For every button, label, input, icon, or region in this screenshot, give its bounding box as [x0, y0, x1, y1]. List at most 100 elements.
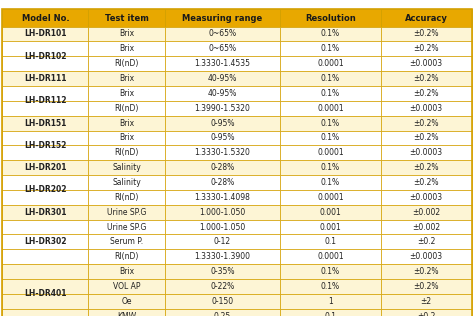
- Bar: [164, 264, 280, 279]
- Text: 40-95%: 40-95%: [208, 74, 237, 83]
- Bar: [280, 190, 381, 205]
- Bar: [2, 205, 88, 220]
- Bar: [2, 131, 88, 145]
- Text: 0~65%: 0~65%: [208, 44, 237, 53]
- Bar: [381, 71, 472, 86]
- Bar: [2, 116, 88, 131]
- Bar: [164, 294, 280, 309]
- Bar: [2, 101, 88, 116]
- Bar: [164, 9, 280, 27]
- Bar: [88, 27, 164, 41]
- Bar: [381, 175, 472, 190]
- Bar: [381, 86, 472, 101]
- Text: 0-22%: 0-22%: [210, 282, 234, 291]
- Bar: [2, 309, 88, 316]
- Text: 0.1%: 0.1%: [321, 89, 340, 98]
- Text: ±0.2%: ±0.2%: [413, 178, 439, 187]
- Text: ±0.2%: ±0.2%: [413, 118, 439, 128]
- Text: 0-12: 0-12: [214, 237, 231, 246]
- Bar: [164, 86, 280, 101]
- Bar: [164, 145, 280, 160]
- Text: ±0.2%: ±0.2%: [413, 282, 439, 291]
- Text: LH-DR112: LH-DR112: [24, 96, 67, 105]
- Bar: [2, 220, 88, 234]
- Text: LH-DR111: LH-DR111: [24, 74, 67, 83]
- Bar: [2, 27, 88, 41]
- Text: 0.1: 0.1: [324, 237, 337, 246]
- Bar: [280, 116, 381, 131]
- Bar: [88, 131, 164, 145]
- Bar: [88, 41, 164, 56]
- Bar: [164, 71, 280, 86]
- Bar: [381, 279, 472, 294]
- Bar: [88, 175, 164, 190]
- Bar: [88, 309, 164, 316]
- Text: ±0.2%: ±0.2%: [413, 267, 439, 276]
- Text: 0-28%: 0-28%: [210, 163, 234, 172]
- Bar: [381, 56, 472, 71]
- Text: 40-95%: 40-95%: [208, 89, 237, 98]
- Text: ±0.2%: ±0.2%: [413, 29, 439, 39]
- Text: Model No.: Model No.: [21, 14, 69, 22]
- Bar: [88, 264, 164, 279]
- Text: LH-DR201: LH-DR201: [24, 163, 67, 172]
- Text: 1.000-1.050: 1.000-1.050: [199, 222, 246, 232]
- Text: 0.1%: 0.1%: [321, 118, 340, 128]
- Bar: [2, 190, 88, 205]
- Bar: [2, 294, 88, 309]
- Text: ±0.0003: ±0.0003: [410, 193, 443, 202]
- Text: 0.1%: 0.1%: [321, 29, 340, 39]
- Text: VOL AP: VOL AP: [113, 282, 140, 291]
- Bar: [280, 86, 381, 101]
- Bar: [2, 145, 88, 160]
- Text: Brix: Brix: [119, 89, 134, 98]
- Bar: [280, 279, 381, 294]
- Text: ±0.002: ±0.002: [412, 222, 440, 232]
- Bar: [2, 160, 88, 175]
- Text: 0.1%: 0.1%: [321, 44, 340, 53]
- Text: 0.001: 0.001: [319, 208, 341, 217]
- Bar: [280, 160, 381, 175]
- Bar: [88, 190, 164, 205]
- Bar: [2, 86, 88, 101]
- Bar: [88, 9, 164, 27]
- Text: Accuracy: Accuracy: [405, 14, 447, 22]
- Text: LH-DR302: LH-DR302: [24, 237, 67, 246]
- Bar: [2, 249, 88, 264]
- Text: 0~65%: 0~65%: [208, 29, 237, 39]
- Bar: [381, 131, 472, 145]
- Text: LH-DR401: LH-DR401: [24, 289, 67, 298]
- Text: 0.001: 0.001: [319, 222, 341, 232]
- Bar: [381, 249, 472, 264]
- Bar: [381, 27, 472, 41]
- Bar: [381, 145, 472, 160]
- Bar: [88, 294, 164, 309]
- Bar: [381, 309, 472, 316]
- Text: KMW: KMW: [117, 312, 136, 316]
- Text: Serum P.: Serum P.: [110, 237, 143, 246]
- Bar: [164, 234, 280, 249]
- Bar: [88, 86, 164, 101]
- Text: Urine SP.G: Urine SP.G: [107, 222, 146, 232]
- Bar: [88, 205, 164, 220]
- Text: ±0.2%: ±0.2%: [413, 133, 439, 143]
- Text: ±0.2%: ±0.2%: [413, 74, 439, 83]
- Bar: [381, 116, 472, 131]
- Bar: [381, 294, 472, 309]
- Text: Test item: Test item: [104, 14, 148, 22]
- Bar: [164, 279, 280, 294]
- Bar: [280, 9, 381, 27]
- Text: 1.3330-1.4535: 1.3330-1.4535: [194, 59, 250, 68]
- Bar: [164, 27, 280, 41]
- Text: ±2: ±2: [420, 297, 432, 306]
- Text: 0.1%: 0.1%: [321, 163, 340, 172]
- Text: RI(nD): RI(nD): [114, 252, 138, 261]
- Bar: [88, 234, 164, 249]
- Text: 0.1%: 0.1%: [321, 178, 340, 187]
- Bar: [381, 190, 472, 205]
- Bar: [280, 294, 381, 309]
- Text: Urine SP.G: Urine SP.G: [107, 208, 146, 217]
- Bar: [280, 264, 381, 279]
- Text: 0.0001: 0.0001: [317, 252, 344, 261]
- Bar: [88, 56, 164, 71]
